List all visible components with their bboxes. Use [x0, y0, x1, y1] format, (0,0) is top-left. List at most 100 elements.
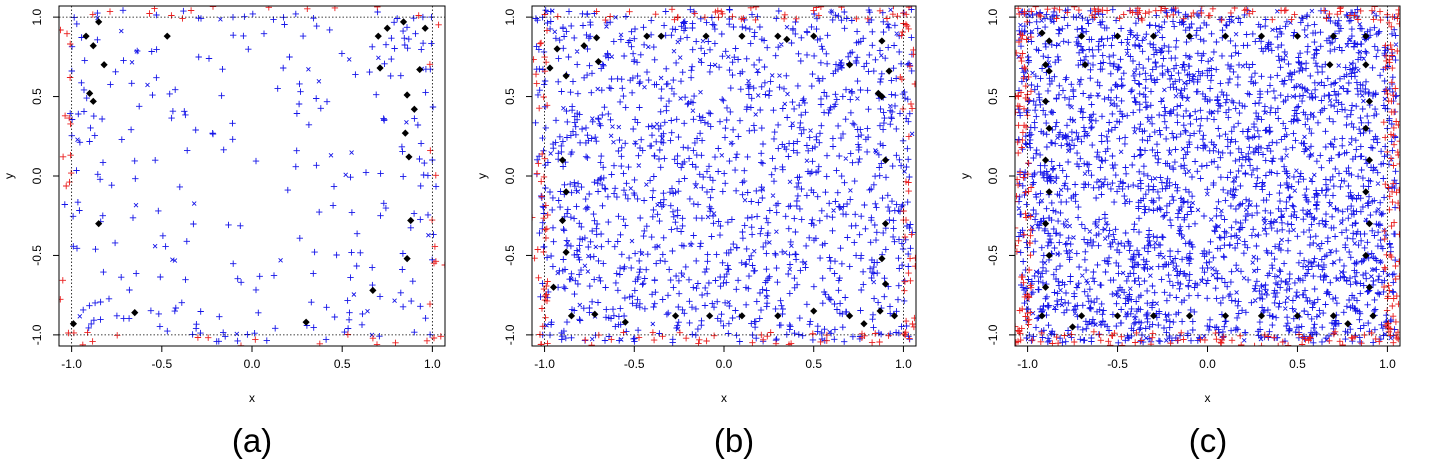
selected-point	[407, 216, 415, 225]
selected-point	[369, 286, 377, 294]
selected-point	[1329, 312, 1338, 320]
x-tick-label: -0.5	[1107, 357, 1128, 371]
y-axis-label: y	[958, 173, 972, 179]
x-tick-label: -0.5	[624, 357, 645, 371]
y-tick-label: 0.0	[986, 167, 1000, 184]
y-tick-label: 1.0	[503, 8, 517, 25]
selected-point	[562, 248, 570, 256]
y-axis-label: y	[475, 173, 489, 179]
x-tick-label: -1.0	[534, 357, 555, 371]
y-tick-label: -1.0	[503, 324, 517, 345]
y-tick-label: 0.5	[503, 88, 517, 105]
selected-point	[1068, 323, 1077, 331]
selected-point	[1045, 67, 1053, 75]
panel-label: (b)	[714, 422, 754, 459]
selected-point	[594, 58, 602, 66]
selected-point	[95, 18, 103, 26]
selected-point	[1041, 61, 1050, 69]
selected-point	[302, 318, 310, 326]
selected-point	[1362, 32, 1370, 40]
selected-point	[706, 312, 714, 320]
selected-point	[383, 24, 391, 32]
selected-point	[810, 307, 818, 315]
outside-points	[59, 6, 445, 346]
selected-point	[401, 129, 409, 137]
selected-point	[702, 32, 710, 40]
selected-point	[410, 105, 418, 113]
selected-point	[1041, 283, 1050, 291]
selected-point	[1329, 32, 1338, 40]
selected-point	[1365, 220, 1374, 228]
selected-point	[657, 32, 665, 40]
selected-point	[1041, 156, 1050, 164]
selected-point	[405, 153, 413, 161]
selected-point	[1369, 312, 1377, 320]
selected-point	[876, 307, 884, 315]
selected-point	[1293, 32, 1302, 40]
selected-point	[885, 67, 893, 75]
selected-point	[100, 61, 108, 69]
selected-point	[1149, 312, 1158, 320]
selected-point	[416, 65, 424, 74]
y-tick-label: 0.0	[30, 167, 44, 184]
selected-point	[1041, 220, 1050, 228]
selected-point	[878, 92, 886, 101]
x-tick-label: 0.0	[1199, 357, 1216, 371]
selected-point	[1257, 312, 1266, 320]
x-tick-label: -1.0	[1017, 357, 1038, 371]
selected-point	[403, 255, 411, 263]
y-tick-label: 0.5	[986, 88, 1000, 105]
plot-area	[1015, 6, 1400, 346]
selected-point	[163, 32, 171, 40]
x-tick-label: 0.5	[1289, 357, 1306, 371]
selected-point	[1185, 32, 1194, 40]
selected-point	[86, 89, 94, 97]
selected-point	[1362, 124, 1370, 132]
selected-point	[1257, 32, 1266, 40]
selected-point	[890, 312, 899, 320]
selected-point	[553, 45, 561, 53]
selected-point	[1365, 283, 1374, 291]
selected-point	[1326, 61, 1334, 69]
selected-point	[1362, 251, 1370, 260]
selected-point	[878, 255, 886, 263]
scatter-panel-3: -1.0 -0.5 0.0 0.5 1.0 -1.0 -0.5 0.0 0.5 1.0 x y (c)	[958, 5, 1401, 459]
panel-label: (c)	[1189, 422, 1227, 459]
selected-point	[774, 312, 782, 320]
selected-point	[549, 283, 558, 291]
x-tick-label: -0.5	[151, 357, 172, 371]
y-tick-label: -1.0	[30, 324, 44, 345]
selected-point	[671, 312, 680, 320]
selected-point	[1221, 312, 1230, 320]
x-tick-label: 1.0	[1379, 357, 1396, 371]
selected-point	[881, 156, 890, 164]
selected-point	[1045, 124, 1053, 132]
selected-point	[774, 32, 782, 40]
selected-point	[1149, 32, 1158, 40]
interior-cross-points	[1016, 8, 1399, 343]
selected-point	[881, 220, 890, 228]
y-tick-label: -0.5	[503, 245, 517, 266]
interior-points	[532, 6, 916, 346]
selected-point	[738, 312, 746, 320]
selected-point	[1038, 312, 1046, 320]
plot-frame	[58, 5, 446, 347]
y-tick-label: 0.5	[30, 88, 44, 105]
x-tick-label: 1.0	[895, 357, 912, 371]
plot-area	[59, 6, 445, 346]
selected-point	[1344, 320, 1352, 328]
y-tick-label: 1.0	[30, 8, 44, 25]
x-tick-label: 0.5	[805, 357, 822, 371]
selected-point	[1293, 312, 1302, 320]
selected-point	[1041, 97, 1050, 105]
plot-area	[532, 6, 916, 346]
selected-point	[1077, 312, 1086, 320]
selected-point	[846, 312, 854, 320]
selected-point	[89, 42, 97, 50]
y-tick-label: -0.5	[986, 245, 1000, 266]
selected-point	[1362, 61, 1370, 69]
interior-points	[61, 7, 440, 345]
selected-point	[95, 220, 103, 228]
selected-point	[643, 32, 651, 40]
